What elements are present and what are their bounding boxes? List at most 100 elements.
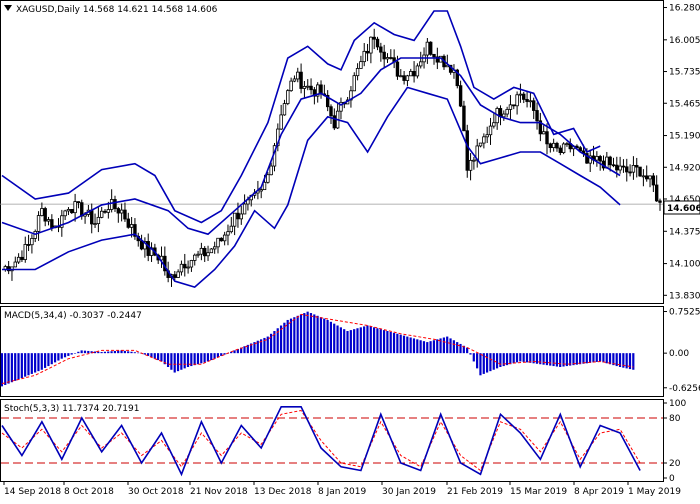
- candle-body: [159, 255, 164, 261]
- macd-histogram-bar: [266, 336, 269, 354]
- macd-histogram-bar: [539, 353, 542, 365]
- candle-body: [412, 71, 416, 77]
- candle-body: [625, 166, 629, 173]
- macd-histogram-bar: [53, 353, 57, 363]
- macd-histogram-bar: [419, 340, 422, 354]
- candle-body: [312, 89, 317, 97]
- macd-histogram-bar: [412, 338, 416, 354]
- candle-body: [219, 237, 224, 242]
- macd-histogram-bar: [73, 353, 77, 354]
- candle-body: [362, 50, 366, 63]
- candle-body: [409, 71, 413, 77]
- candle-body: [116, 208, 121, 214]
- candle-body: [482, 136, 486, 144]
- candle-body: [329, 106, 333, 117]
- macd-ytick-label: -0.6256: [669, 384, 700, 394]
- candle-body: [472, 159, 476, 162]
- candle-body: [216, 237, 220, 248]
- macd-histogram-bar: [103, 351, 107, 354]
- candle-body: [492, 122, 496, 127]
- macd-histogram-bar: [482, 353, 485, 374]
- macd-histogram-bar: [153, 353, 156, 359]
- candle-body: [658, 200, 662, 203]
- candle-body: [296, 71, 300, 80]
- macd-histogram-bar: [10, 353, 13, 383]
- macd-histogram-bar: [382, 330, 386, 354]
- macd-histogram-bar: [246, 344, 249, 354]
- macd-histogram-bar: [359, 327, 362, 354]
- candle-body: [183, 263, 187, 269]
- macd-histogram-bar: [303, 313, 306, 354]
- macd-histogram-bar: [452, 340, 455, 354]
- candle-body: [359, 61, 363, 69]
- candle-body: [316, 84, 320, 97]
- macd-histogram-bar: [309, 313, 313, 354]
- macd-histogram-bar: [293, 317, 296, 354]
- candle-body: [259, 189, 263, 192]
- candle-body: [189, 260, 194, 268]
- x-tick-label: 8 Oct 2018: [64, 487, 114, 497]
- macd-histogram-bar: [269, 333, 273, 354]
- candle-body: [43, 208, 47, 222]
- stoch-main-line: [1, 405, 641, 477]
- macd-histogram-bar: [366, 325, 369, 354]
- macd-histogram-bar: [479, 353, 482, 376]
- macd-histogram-bar: [442, 337, 445, 354]
- macd-histogram-bar: [628, 353, 632, 370]
- candle-body: [269, 165, 273, 176]
- candle-body: [13, 261, 17, 268]
- macd-histogram-bar: [612, 353, 615, 366]
- macd-histogram-bar: [545, 353, 549, 366]
- macd-histogram-bar: [87, 350, 90, 354]
- macd-histogram-bar: [57, 353, 60, 361]
- macd-histogram-bar: [70, 353, 73, 355]
- candle-body: [385, 57, 390, 60]
- candle-body: [525, 99, 529, 102]
- candle-body: [528, 100, 533, 103]
- macd-histogram-bar: [256, 340, 259, 354]
- macd-layer: [0, 311, 635, 387]
- price-panel-title: XAGUSD,Daily 14.568 14.621 14.568 14.606: [16, 5, 218, 15]
- macd-histogram-bar: [356, 328, 359, 354]
- macd-histogram-bar: [459, 343, 462, 354]
- price-panel-border: [0, 0, 664, 304]
- candle-body: [309, 85, 313, 91]
- macd-histogram-bar: [339, 327, 342, 354]
- macd-histogram-bar: [326, 319, 329, 354]
- macd-histogram-bar: [572, 353, 575, 366]
- candle-body: [66, 209, 71, 212]
- macd-histogram-bar: [472, 353, 475, 362]
- macd-histogram-bar: [80, 350, 83, 354]
- macd-histogram-bar: [127, 351, 130, 354]
- macd-histogram-bar: [363, 326, 366, 354]
- candle-body: [179, 263, 184, 273]
- current-price-label: 14.606: [667, 204, 700, 214]
- macd-histogram-bar: [0, 353, 4, 387]
- candle-body: [465, 130, 469, 171]
- macd-histogram-bar: [525, 353, 529, 363]
- candle-body: [93, 223, 97, 226]
- candle-body: [276, 128, 280, 147]
- candle-body: [46, 219, 51, 222]
- macd-signal-line: [1, 313, 634, 385]
- macd-histogram-bar: [615, 353, 618, 367]
- candle-body: [405, 75, 410, 81]
- macd-histogram-bar: [196, 353, 200, 365]
- candle-body: [352, 75, 356, 92]
- macd-histogram-bar: [456, 342, 459, 354]
- macd-histogram-bar: [37, 353, 40, 372]
- candle-body: [126, 218, 130, 228]
- candle-body: [372, 36, 376, 40]
- x-tick-label: 21 Feb 2019: [447, 487, 503, 497]
- macd-histogram-bar: [589, 353, 592, 363]
- candle-body: [651, 175, 656, 186]
- macd-histogram-bar: [622, 353, 625, 368]
- macd-histogram-bar: [436, 339, 439, 354]
- candle-body: [266, 174, 270, 183]
- macd-histogram-bar: [289, 318, 293, 354]
- candle-body: [478, 142, 483, 147]
- macd-histogram-bar: [369, 326, 372, 354]
- macd-histogram-bar: [402, 335, 406, 354]
- macd-histogram-bar: [542, 353, 545, 365]
